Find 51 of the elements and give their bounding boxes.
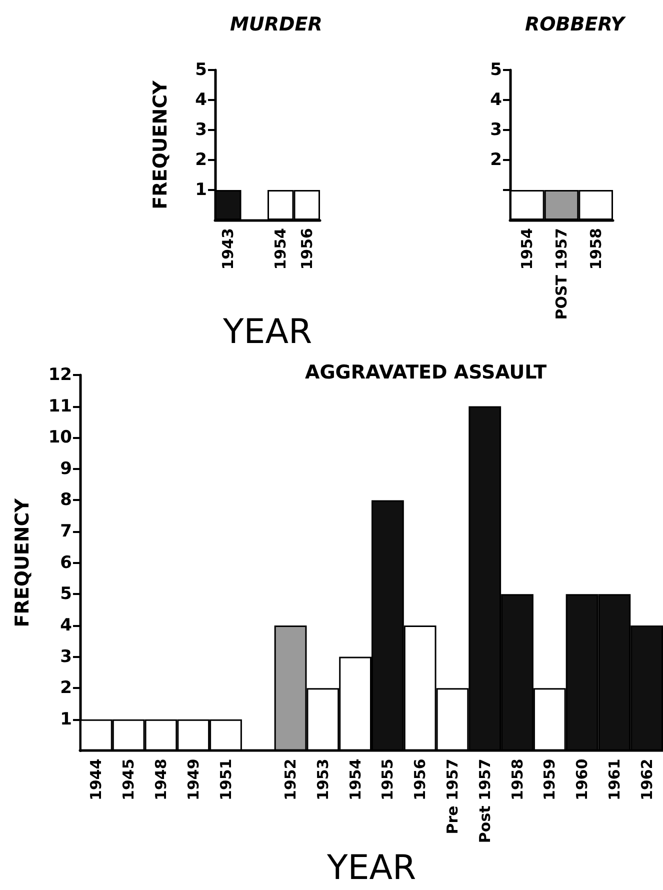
y-tick-label: 4 (490, 90, 502, 110)
y-tick-label: 11 (48, 396, 72, 416)
y-tick-label: 9 (60, 458, 72, 479)
y-axis-title: FREQUENCY (12, 498, 34, 628)
x-tick-label: 1961 (605, 758, 624, 800)
x-tick-label: 1956 (411, 758, 430, 800)
chart-title: ROBBERY (525, 14, 627, 36)
y-tick-label: 3 (490, 120, 502, 140)
x-tick-label: Pre 1957 (443, 758, 462, 834)
y-tick-label: 2 (490, 150, 502, 170)
x-tick-label: 1954 (346, 758, 364, 800)
y-tick-label: 1 (60, 709, 72, 730)
x-tick-label: 1960 (573, 758, 592, 800)
y-tick-label: 8 (60, 490, 72, 510)
x-tick-label: 1954 (518, 228, 536, 270)
y-tick-label: 6 (60, 552, 72, 573)
x-tick-label: 1952 (282, 758, 300, 800)
x-tick-label: 1962 (638, 758, 656, 800)
y-tick-label: 5 (490, 60, 502, 80)
chart-title: AGGRAVATED ASSAULT (305, 362, 547, 384)
y-tick-label: 10 (48, 428, 72, 448)
x-tick-label: POST 1957 (552, 228, 570, 320)
x-tick-label: 1958 (508, 758, 526, 800)
y-tick-label: 12 (48, 365, 72, 385)
chart-title: MURDER (230, 14, 322, 36)
y-tick-label: 2 (195, 150, 207, 170)
x-tick-label: 1948 (152, 758, 170, 800)
y-tick-label: 4 (195, 90, 208, 110)
y-tick-label: 1 (195, 180, 207, 200)
x-tick-label: 1945 (120, 758, 138, 800)
x-tick-label: 1956 (298, 228, 316, 270)
y-tick-label: 4 (60, 615, 72, 636)
y-tick-label: 7 (60, 522, 72, 542)
x-tick-label: 1959 (540, 758, 559, 800)
x-tick-label: 1953 (314, 758, 332, 800)
x-tick-label: 1951 (216, 758, 235, 800)
x-tick-label: 1955 (378, 758, 397, 800)
x-tick-label: 1943 (219, 228, 238, 270)
x-tick-label: 1949 (184, 758, 202, 800)
y-tick-label: 5 (60, 584, 72, 604)
y-axis-title: FREQUENCY (150, 80, 172, 210)
y-tick-label: 5 (195, 60, 207, 80)
x-axis-title: YEAR (222, 312, 312, 352)
x-tick-label: Post 1957 (476, 758, 494, 844)
x-tick-label: 1944 (87, 758, 106, 800)
y-tick-label: 3 (195, 120, 207, 140)
y-tick-label: 3 (60, 646, 72, 667)
x-axis-title: YEAR (326, 848, 416, 888)
x-tick-label: 1954 (272, 228, 290, 270)
y-tick-label: 2 (60, 678, 72, 698)
x-tick-label: 1958 (586, 228, 605, 270)
